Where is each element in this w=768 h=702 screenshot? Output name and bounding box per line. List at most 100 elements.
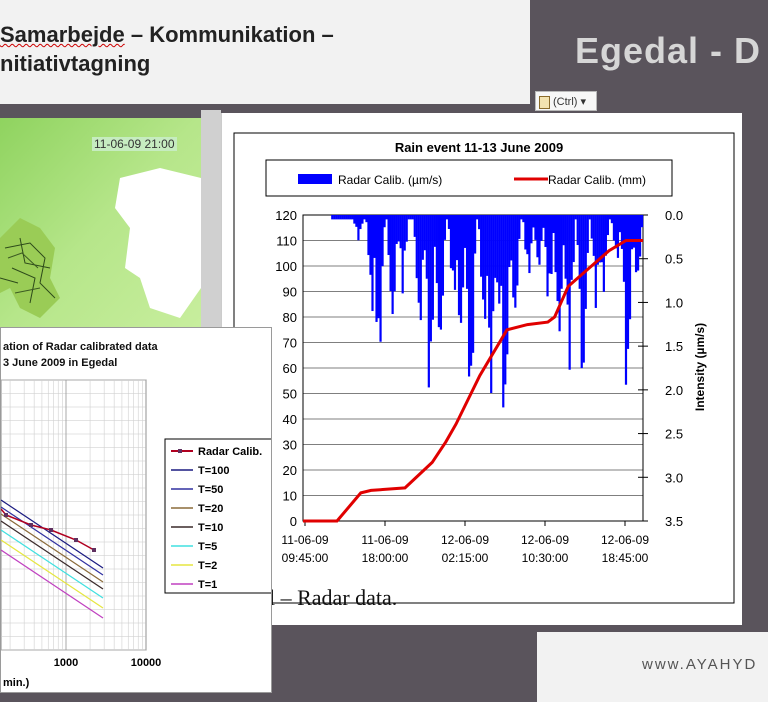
freq-legend (164, 438, 271, 594)
freq-x-label: min.) (3, 677, 30, 689)
intensity-bar (630, 215, 634, 250)
intensity-bar (459, 215, 463, 323)
intensity-bar (415, 215, 418, 279)
x-axis-tick-date: 11-06-09 (361, 533, 408, 547)
intensity-bar (451, 215, 455, 271)
x-axis-tick-time: 18:45:00 (602, 551, 649, 565)
intensity-bar (570, 215, 573, 280)
footer-url[interactable]: www.AYAHYD (642, 656, 758, 673)
intensity-bar (572, 215, 575, 263)
intensity-bar (496, 215, 499, 283)
intensity-bar (634, 215, 638, 273)
intensity-bar (498, 215, 501, 304)
intensity-bar (590, 215, 593, 239)
chart-title: Rain event 11-13 June 2009 (395, 140, 563, 155)
intensity-bar (437, 215, 440, 328)
intensity-bar (522, 215, 525, 223)
right-axis-tick: 3.0 (665, 470, 683, 485)
intensity-bar (546, 215, 549, 297)
freq-legend-label: T=50 (198, 484, 223, 496)
intensity-bar (518, 215, 521, 239)
right-axis-tick: 2.5 (665, 427, 683, 442)
right-axis-tick: 1.0 (665, 295, 683, 310)
left-axis-tick: 120 (275, 208, 297, 223)
intensity-bar (580, 215, 583, 369)
intensity-bar (474, 215, 477, 254)
intensity-bar (449, 215, 453, 269)
intensity-bar (562, 215, 565, 246)
intensity-bar (494, 215, 497, 278)
intensity-bar (582, 215, 585, 363)
freq-legend-label: T=100 (198, 465, 230, 477)
freq-curve-t10 (1, 520, 104, 590)
intensity-bar (471, 215, 475, 353)
intensity-bar (632, 215, 636, 248)
intensity-bar (423, 215, 426, 251)
left-axis-tick: 30 (283, 438, 297, 453)
intensity-bar (357, 215, 360, 241)
intensity-bar (610, 215, 614, 224)
intensity-bar (576, 215, 579, 246)
intensity-bar (624, 215, 628, 385)
intensity-bar (465, 215, 469, 289)
freq-radar-point (92, 548, 96, 552)
intensity-bar (526, 215, 529, 255)
freq-radar-point (49, 528, 53, 532)
slide-title-bar: Samarbejde – Kommunikation – nitiativtag… (0, 0, 530, 104)
intensity-bar (608, 215, 611, 220)
intensity-bar (429, 215, 432, 342)
intensity-bar (467, 215, 471, 377)
title-word-samarbejde: Samarbejde (0, 22, 125, 47)
intensity-bar (542, 215, 545, 228)
freq-legend-items: Radar Calib. T=100 T=50 T=20 T=10 T=5 T=2 T=1 (171, 446, 262, 591)
intensity-bar (375, 215, 378, 322)
intensity-bar (349, 215, 352, 220)
paste-options-button[interactable]: (Ctrl) ▾ (535, 91, 597, 111)
intensity-bar (480, 215, 483, 277)
intensity-bar (369, 215, 372, 275)
intensity-bar (516, 215, 519, 286)
intensity-bar (508, 215, 511, 268)
intensity-bar (492, 215, 495, 312)
intensity-bar (395, 215, 398, 244)
intensity-bar (588, 215, 591, 220)
intensity-bar (486, 215, 489, 276)
freq-title-line1: ation of Radar calibrated data (3, 341, 158, 353)
intensity-bar (638, 215, 642, 257)
right-axis-label: Intensity (µm/s) (693, 323, 707, 411)
clipboard-icon (539, 95, 550, 109)
intensity-bar (640, 215, 644, 228)
intensity-bar (564, 215, 567, 279)
radar-map-graphic (0, 118, 201, 333)
legend-label-intensity: Radar Calib. (µm/s) (338, 173, 442, 187)
footer-box (537, 632, 768, 702)
x-axis-tick-date: 12-06-09 (521, 533, 569, 547)
intensity-bar (435, 215, 438, 284)
intensity-bar (387, 215, 390, 256)
intensity-bar (616, 215, 620, 258)
intensity-bar (399, 215, 402, 249)
left-axis-tick: 20 (283, 463, 297, 478)
intensity-bar (407, 215, 410, 220)
x-axis-tick-date: 11-06-09 (281, 533, 328, 547)
intensity-bar (377, 215, 380, 319)
intensity-bar (427, 215, 430, 388)
intensity-bar (361, 215, 364, 224)
intensity-bar (453, 215, 457, 290)
intensity-bar (506, 215, 509, 355)
freq-curve-t1 (1, 549, 104, 619)
right-axis-tick: 0.0 (665, 208, 683, 223)
right-axis-tick: 1.5 (665, 339, 683, 354)
intensity-bar (445, 215, 449, 220)
intensity-bar (528, 215, 531, 274)
intensity-bar (363, 215, 366, 220)
left-axis-tick: 60 (283, 361, 297, 376)
rain-chart: Rain event 11-13 June 2009 Radar Calib. … (233, 132, 735, 604)
intensity-bar (490, 215, 493, 394)
intensity-bar (544, 215, 547, 247)
x-axis-tick-time: 02:15:00 (442, 551, 489, 565)
intensity-bar (482, 215, 485, 300)
intensity-bar (409, 215, 412, 220)
intensity-bar (413, 215, 416, 237)
intensity-bar (343, 215, 346, 220)
